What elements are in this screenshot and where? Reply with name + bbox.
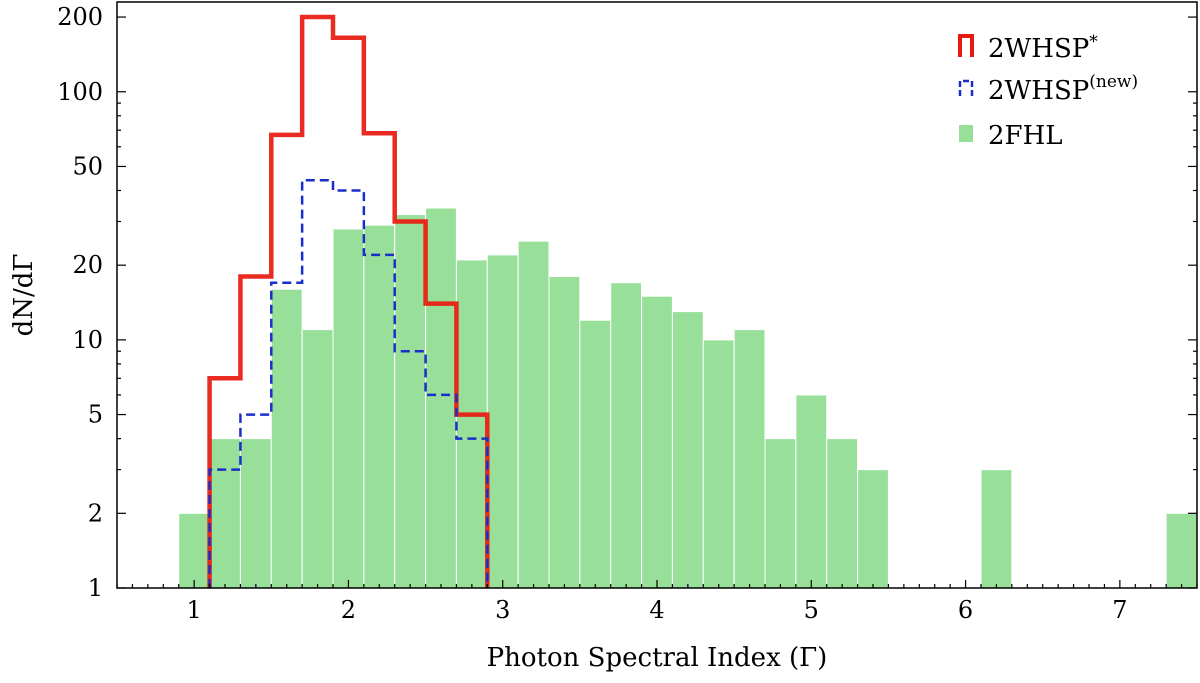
bar-2fhl — [579, 319, 612, 589]
bar-2fhl — [270, 288, 303, 589]
bar-2fhl — [641, 295, 673, 589]
bar-2fhl — [301, 329, 334, 589]
legend: 2WHSP* 2WHSP(new) 2FHL — [958, 32, 1138, 151]
y-tick-label: 50 — [72, 152, 103, 180]
bar-2fhl — [425, 207, 457, 589]
x-tick-label: 1 — [187, 596, 202, 624]
plot-frame — [116, 1, 1198, 589]
bar-2fhl — [795, 394, 828, 589]
y-tick-label: 100 — [57, 78, 103, 106]
legend-label-2fhl: 2FHL — [988, 121, 1063, 151]
legend-swatch-2whsp — [958, 34, 974, 57]
bar-2fhl — [671, 311, 704, 589]
step-line-2whsp — [207, 14, 490, 588]
legend-label-2whsp: 2WHSP* — [988, 32, 1098, 64]
x-tick-label: 7 — [1112, 596, 1127, 624]
x-tick-label: 2 — [341, 596, 356, 624]
bar-2fhl — [455, 259, 488, 589]
x-tick-label: 6 — [958, 596, 973, 624]
bar-2fhl — [209, 438, 241, 589]
bar-2fhl — [486, 254, 519, 589]
bar-2fhl — [394, 214, 427, 589]
bar-2fhl — [826, 438, 859, 589]
bar-2fhl — [610, 282, 643, 589]
y-tick-label: 200 — [57, 3, 103, 31]
y-tick-label: 2 — [88, 499, 103, 527]
bar-2fhl — [517, 240, 550, 589]
legend-swatch-2whsp-new — [958, 79, 974, 96]
bar-2fhl — [239, 438, 272, 589]
x-axis-title: Photon Spectral Index (Γ) — [487, 643, 828, 673]
bar-2fhl — [733, 329, 766, 589]
legend-label-2whsp-new: 2WHSP(new) — [988, 72, 1138, 106]
x-tick-label: 3 — [495, 596, 510, 624]
y-axis-title: dN/dΓ — [9, 254, 39, 337]
legend-swatch-2fhl — [959, 125, 973, 142]
bar-2fhl — [857, 469, 889, 589]
bar-2fhl — [980, 469, 1013, 589]
bar-2fhl — [548, 276, 581, 589]
x-tick-label: 5 — [804, 596, 819, 624]
y-tick-label: 20 — [72, 251, 103, 279]
step-lines — [207, 14, 490, 588]
legend-entry-2whsp: 2WHSP* — [958, 32, 1098, 64]
bar-2fhl — [363, 224, 396, 589]
tick-labels: 1 2 3 4 5 6 7 1 2 5 10 20 50 100 200 — [57, 3, 1127, 624]
bar-2fhl — [332, 228, 365, 589]
y-tick-label: 1 — [88, 574, 103, 602]
x-tick-label: 4 — [649, 596, 664, 624]
bar-2fhl — [1165, 512, 1198, 589]
bar-2fhl — [702, 339, 735, 589]
2fhl-bars — [178, 207, 1198, 589]
y-tick-label: 10 — [72, 326, 103, 354]
bar-2fhl — [764, 438, 797, 589]
legend-entry-2whsp-new: 2WHSP(new) — [958, 72, 1138, 106]
legend-entry-2fhl: 2FHL — [959, 121, 1063, 151]
y-tick-label: 5 — [88, 401, 103, 429]
bar-2fhl — [178, 512, 211, 589]
